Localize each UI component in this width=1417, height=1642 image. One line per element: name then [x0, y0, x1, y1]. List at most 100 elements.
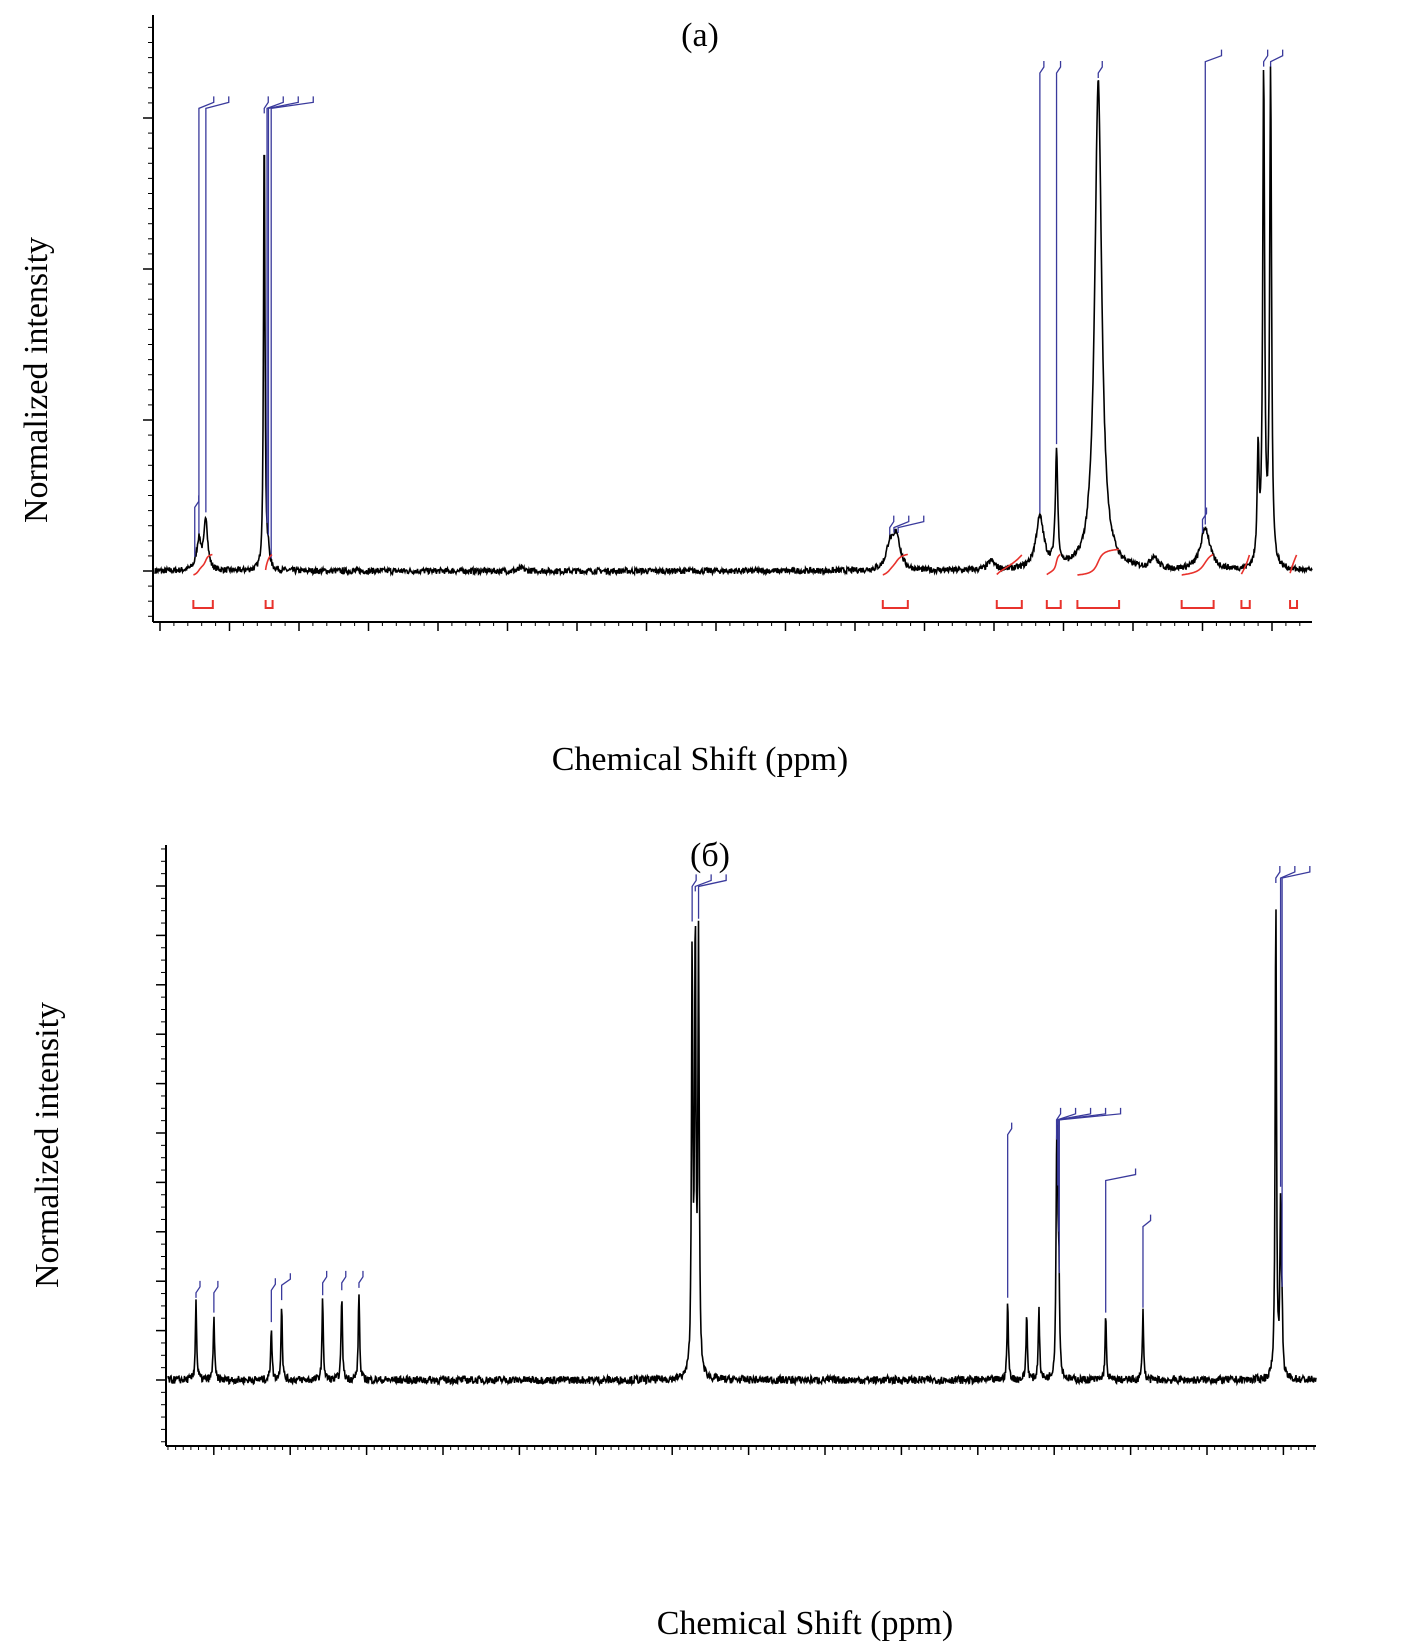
- peak-label-group: [1263, 49, 1269, 67]
- peak-label-connector: [205, 96, 230, 513]
- peak-label-group: [1057, 1107, 1092, 1186]
- peak-label-group: [322, 1270, 328, 1296]
- peak-label-connector: [270, 96, 314, 559]
- peak-label-group: [1279, 866, 1296, 1187]
- peak-label-connector: [1039, 61, 1045, 514]
- peak-label-group: [697, 874, 727, 919]
- integral-bracket: [1240, 600, 1251, 609]
- integral-bracket: [995, 600, 1023, 609]
- peak-label-connector: [1057, 1107, 1092, 1186]
- peak-label-connector: [691, 874, 697, 922]
- peak-label-connector: [1279, 866, 1296, 1187]
- peak-label-group: [213, 1280, 219, 1313]
- peak-label-connector: [358, 1270, 364, 1288]
- peak-label-connector: [1055, 61, 1062, 445]
- peak-label-connector: [1105, 1168, 1137, 1313]
- integral-curve: [1046, 553, 1061, 576]
- panel-b-13c-nmr: (б) Chemical Shift (ppm) Normalized inte…: [29, 837, 1317, 1642]
- peak-label-group: [205, 96, 230, 513]
- peak-label-group: [280, 1273, 291, 1301]
- peak-label-connector: [1142, 1214, 1152, 1308]
- peak-label-connector: [213, 1280, 219, 1313]
- peak-label-connector: [897, 515, 925, 533]
- peak-label-group: [266, 96, 284, 523]
- peak-label-group: [893, 515, 910, 533]
- peak-label-group: [1201, 507, 1208, 533]
- peak-label-group: [897, 515, 925, 533]
- peak-label-group: [1275, 866, 1281, 883]
- peak-label-group: [1055, 61, 1062, 445]
- peak-label-group: [691, 874, 697, 922]
- peak-label-group: [889, 515, 895, 535]
- peak-label-group: [694, 874, 712, 892]
- peak-label-connector: [1097, 61, 1103, 79]
- peak-label-group: [1007, 1122, 1013, 1298]
- peak-label-connector: [889, 515, 895, 535]
- peak-label-connector: [1058, 1107, 1122, 1274]
- peak-label-connector: [263, 96, 269, 114]
- spectrum-trace: [167, 909, 1317, 1387]
- integral-bracket: [1289, 600, 1299, 609]
- peak-label-group: [270, 1278, 276, 1323]
- peak-label-group: [267, 96, 299, 536]
- peak-label-connector: [280, 1273, 291, 1301]
- peak-label-connector: [267, 96, 299, 536]
- peak-label-connector: [1007, 1122, 1013, 1298]
- integral-bracket: [192, 600, 214, 609]
- peak-label-connector: [266, 96, 284, 523]
- peak-label-connector: [322, 1270, 328, 1296]
- integral-curve: [1240, 554, 1251, 575]
- panel-b-xlabel: Chemical Shift (ppm): [657, 1605, 954, 1642]
- integral-bracket: [264, 600, 274, 609]
- peak-label-connector: [1275, 866, 1281, 883]
- peak-label-group: [358, 1270, 364, 1288]
- integral-bracket: [1076, 600, 1121, 609]
- peak-label-connector: [1263, 49, 1269, 67]
- integral-curve: [996, 554, 1023, 576]
- peak-label-group: [263, 96, 269, 114]
- peak-label-group: [1039, 61, 1045, 514]
- peak-label-group: [1105, 1168, 1137, 1313]
- peak-label-group: [1097, 61, 1103, 79]
- peak-label-connector: [1281, 866, 1311, 1287]
- peak-label-group: [1058, 1107, 1122, 1274]
- peak-label-group: [1281, 866, 1311, 1287]
- panel-b-title: (б): [690, 837, 730, 874]
- integral-curve: [1181, 553, 1214, 576]
- peak-label-group: [1204, 49, 1223, 525]
- integral-curve: [1077, 548, 1119, 576]
- peak-label-group: [1055, 1107, 1062, 1140]
- peak-label-connector: [195, 1280, 201, 1298]
- integral-bracket: [881, 600, 909, 609]
- panel-b-ylabel: Normalized intensity: [29, 1002, 66, 1288]
- integral-curve: [1289, 554, 1298, 574]
- peak-label-group: [195, 1280, 201, 1298]
- peak-label-connector: [1055, 1107, 1062, 1140]
- peak-label-group: [1058, 1107, 1107, 1232]
- peak-label-connector: [341, 1270, 347, 1291]
- peak-label-connector: [1269, 49, 1284, 67]
- panel-a-1h-nmr: (a) Chemical Shift (ppm) Normalized inte…: [18, 15, 1313, 778]
- peak-label-group: [1142, 1214, 1152, 1308]
- peak-label-connector: [694, 874, 712, 892]
- peak-label-connector: [198, 96, 215, 534]
- peak-label-connector: [1204, 49, 1223, 525]
- peak-label-group: [341, 1270, 347, 1291]
- peak-label-connector: [893, 515, 910, 533]
- spectrum-trace: [154, 66, 1313, 577]
- integral-curve: [882, 553, 908, 576]
- peak-label-group: [1269, 49, 1284, 67]
- integral-curve: [264, 554, 273, 571]
- panel-a-title: (a): [681, 17, 719, 54]
- integral-bracket: [1180, 600, 1215, 609]
- integral-curve: [193, 553, 213, 576]
- peak-label-connector: [270, 1278, 276, 1323]
- peak-label-connector: [697, 874, 727, 919]
- peak-label-connector: [1201, 507, 1208, 533]
- peak-label-group: [198, 96, 215, 534]
- panel-a-xlabel: Chemical Shift (ppm): [552, 741, 849, 778]
- integral-bracket: [1045, 600, 1062, 609]
- peak-label-connector: [1058, 1107, 1107, 1232]
- panel-a-ylabel: Normalized intensity: [18, 237, 55, 523]
